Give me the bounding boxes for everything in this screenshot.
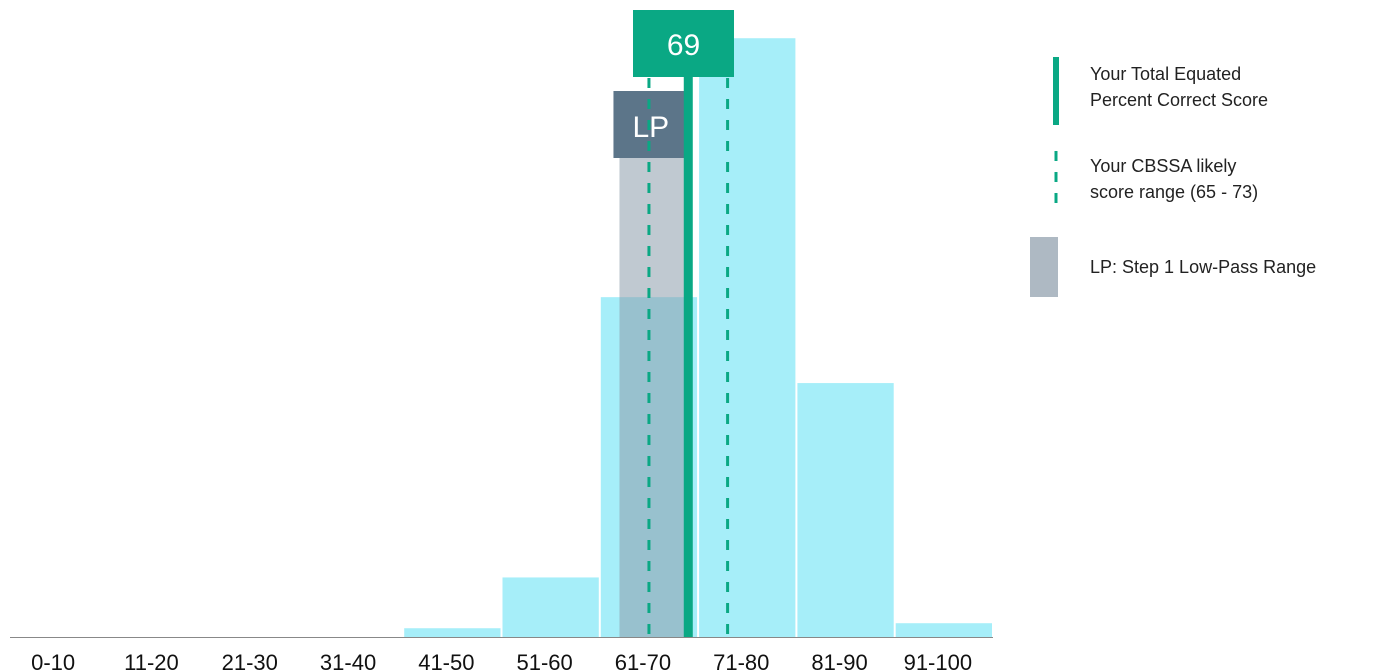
- bars-layer: [404, 38, 992, 637]
- x-tick-labels: 0-10 11-20 21-30 31-40 41-50 51-60 61-70 71-80 8…: [31, 650, 972, 670]
- x-tick-label-71-80: 71-80: [713, 650, 769, 670]
- score-line: [683, 10, 693, 637]
- legend-label-score-line: Your Total Equated Percent Correct Score: [1090, 64, 1269, 110]
- x-tick-label-31-40: 31-40: [320, 650, 376, 670]
- low-pass-tag: [613, 91, 689, 158]
- legend-label-likely-range: Your CBSSA likely score range (65 - 73): [1090, 156, 1259, 202]
- bar-91-100: [895, 623, 992, 637]
- x-tick-label-61-70: 61-70: [615, 650, 671, 670]
- low-pass-swatch: [1030, 237, 1058, 297]
- x-tick-label-0-10: 0-10: [31, 650, 75, 670]
- legend-item-likely-range: Your CBSSA likely score range (65 - 73): [1030, 147, 1370, 233]
- bar-51-60: [502, 577, 599, 637]
- x-tick-label-51-60: 51-60: [517, 650, 573, 670]
- legend-label-low-pass: LP: Step 1 Low-Pass Range: [1090, 257, 1317, 277]
- score-tag-label: 69: [667, 29, 700, 62]
- legend-item-low-pass: LP: Step 1 Low-Pass Range: [1030, 237, 1370, 307]
- likely-range-swatch: [1054, 151, 1058, 213]
- low-pass-band: [619, 158, 689, 637]
- low-pass-tag-label: LP: [633, 111, 670, 144]
- x-tick-label-81-90: 81-90: [811, 650, 867, 670]
- score-line-swatch: [1053, 57, 1059, 125]
- low-pass-band-layer: LP: [613, 91, 689, 637]
- x-tick-label-41-50: 41-50: [418, 650, 474, 670]
- legend: Your Total Equated Percent Correct Score…: [1030, 55, 1370, 307]
- bar-81-90: [797, 383, 894, 637]
- x-tick-label-21-30: 21-30: [222, 650, 278, 670]
- score-tag: [633, 10, 734, 77]
- legend-item-score-line: Your Total Equated Percent Correct Score: [1030, 55, 1370, 135]
- x-tick-label-11-20: 11-20: [124, 650, 179, 670]
- score-layer: 69: [633, 10, 734, 637]
- likely-range-layer: [647, 78, 730, 637]
- bar-41-50: [404, 628, 501, 637]
- score-distribution-chart: LP 69 0-10 11-20 21-30 31-40 41-50 51-60 61-70…: [10, 10, 993, 670]
- x-tick-label-91-100: 91-100: [904, 650, 973, 670]
- bar-71-80: [699, 38, 796, 637]
